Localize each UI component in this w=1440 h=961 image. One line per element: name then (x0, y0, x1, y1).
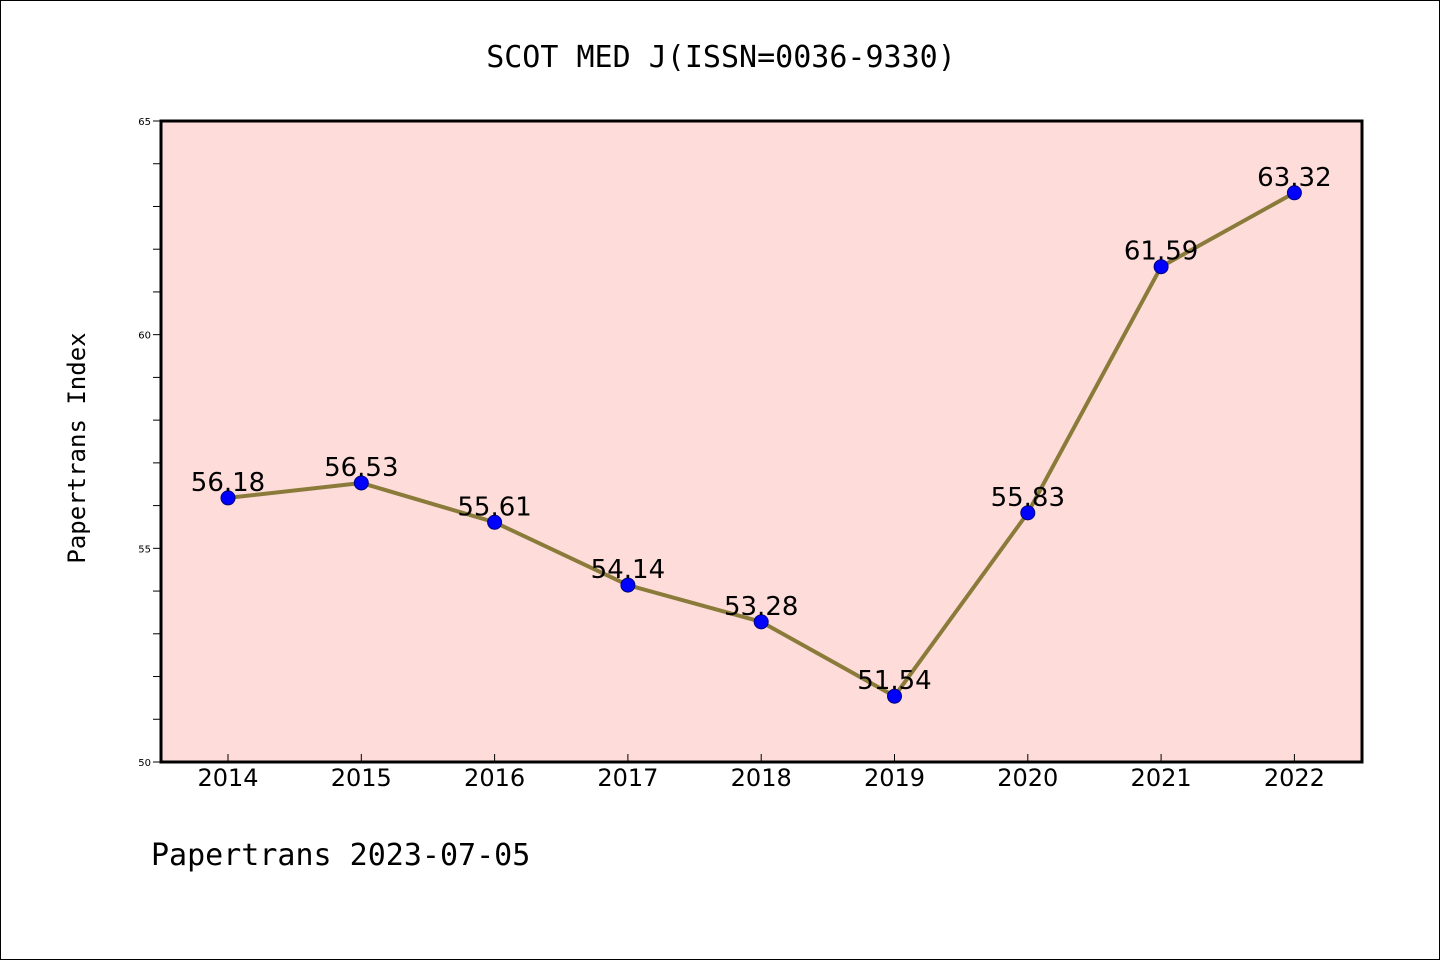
data-point (887, 688, 902, 704)
x-tick-label: 2019 (864, 764, 925, 792)
chart-title: SCOT MED J(ISSN=0036-9330) (486, 40, 956, 75)
data-point (220, 490, 236, 506)
x-tick-label: 2021 (1131, 764, 1192, 792)
data-label: 55.61 (457, 492, 531, 522)
x-axis: 2014 2015 2016 2017 2018 2019 2020 2021 2022 (197, 754, 1325, 792)
data-labels: 56.18 56.53 55.61 54.14 53.28 51.54 55.83 61.59… (191, 163, 1332, 696)
y-axis-label: Papertrans Index (63, 332, 91, 563)
series-layer (220, 185, 1302, 704)
data-label: 56.53 (324, 453, 398, 483)
data-label: 54.14 (591, 555, 665, 585)
data-point (1153, 259, 1169, 275)
data-label: 55.83 (991, 483, 1065, 513)
x-tick-label: 2020 (997, 764, 1058, 792)
y-tick-label: 55 (138, 544, 151, 555)
y-tick-label: 65 (138, 117, 151, 128)
data-point (487, 514, 503, 530)
x-tick-label: 2018 (731, 764, 792, 792)
plot-area (159, 119, 1364, 764)
x-tick-label: 2017 (597, 764, 658, 792)
x-tick-label: 2016 (464, 764, 525, 792)
data-point (353, 475, 369, 491)
y-axis: 50 55 60 65 (138, 117, 161, 769)
footer-date: Papertrans 2023-07-05 (151, 838, 530, 873)
data-label: 53.28 (724, 592, 798, 622)
data-point (1286, 185, 1302, 201)
data-label: 63.32 (1257, 163, 1331, 193)
y-tick-label: 60 (138, 331, 151, 342)
data-label: 61.59 (1124, 237, 1198, 267)
data-point (753, 614, 769, 630)
data-point (620, 577, 636, 593)
data-point (1020, 505, 1036, 521)
x-tick-label: 2014 (197, 764, 258, 792)
data-label: 56.18 (191, 468, 265, 498)
y-tick-label: 50 (138, 758, 151, 769)
data-label: 51.54 (857, 666, 931, 696)
x-tick-label: 2015 (331, 764, 392, 792)
x-tick-label: 2022 (1264, 764, 1325, 792)
